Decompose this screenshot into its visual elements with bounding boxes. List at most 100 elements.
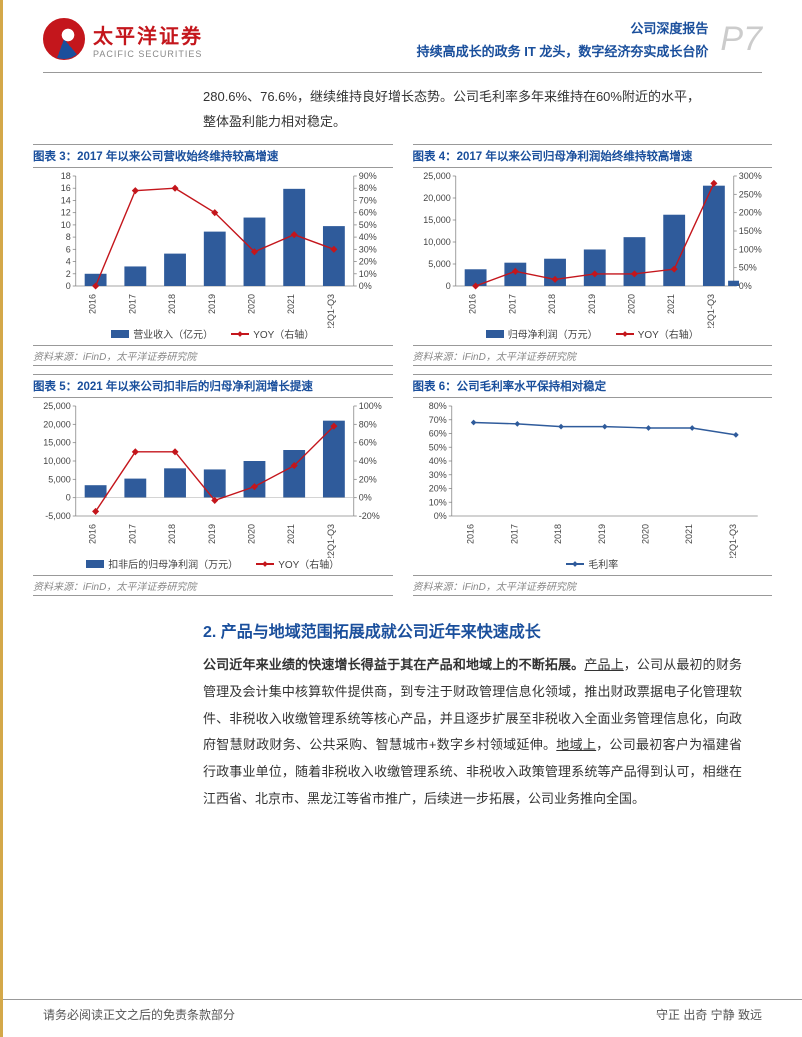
chart-3-svg: 0246810121416180%10%20%30%40%50%60%70%80… [33, 168, 393, 328]
s2-u2: 地域上 [556, 737, 596, 752]
svg-text:2016: 2016 [88, 524, 98, 544]
chart-3-legend: 营业收入（亿元） YOY（右轴） [33, 326, 393, 341]
svg-text:10%: 10% [359, 269, 377, 279]
svg-text:2019: 2019 [207, 294, 217, 314]
svg-text:5,000: 5,000 [428, 259, 451, 269]
svg-text:40%: 40% [359, 456, 377, 466]
svg-text:10,000: 10,000 [423, 237, 451, 247]
intro-paragraph: 280.6%、76.6%，继续维持良好增长态势。公司毛利率多年来维持在60%附近… [3, 85, 802, 134]
svg-text:12: 12 [61, 208, 71, 218]
footer-left: 请务必阅读正文之后的免责条款部分 [43, 1006, 235, 1023]
svg-text:0: 0 [445, 281, 450, 291]
svg-text:50%: 50% [359, 220, 377, 230]
chart3-legend-bar: 营业收入（亿元） [133, 326, 213, 341]
svg-text:2020: 2020 [626, 294, 636, 314]
svg-text:2018: 2018 [547, 294, 557, 314]
svg-text:200%: 200% [738, 208, 761, 218]
section-2-body: 公司近年来业绩的快速增长得益于其在产品和地域上的不断拓展。产品上，公司从最初的财… [3, 652, 802, 812]
svg-text:2020: 2020 [246, 294, 256, 314]
svg-text:2016: 2016 [467, 294, 477, 314]
svg-text:-20%: -20% [359, 511, 380, 521]
svg-text:0%: 0% [738, 281, 751, 291]
chart-4-legend: 归母净利润（万元） YOY（右轴） [413, 326, 773, 341]
svg-text:20,000: 20,000 [423, 193, 451, 203]
svg-text:2: 2 [66, 269, 71, 279]
chart5-legend-bar: 扣非后的归母净利润（万元） [108, 556, 238, 571]
chart-6-svg: 0%10%20%30%40%50%60%70%80%20162017201820… [413, 398, 773, 558]
svg-text:40%: 40% [359, 232, 377, 242]
chart3-legend-line: YOY（右轴） [253, 326, 314, 341]
svg-text:0%: 0% [359, 493, 372, 503]
svg-text:2021: 2021 [684, 524, 694, 544]
svg-text:2018: 2018 [553, 524, 563, 544]
svg-text:2020: 2020 [640, 524, 650, 544]
svg-text:0%: 0% [433, 511, 446, 521]
chart-5-svg: -5,00005,00010,00015,00020,00025,000-20%… [33, 398, 393, 558]
doc-subtitle: 持续高成长的政务 IT 龙头，数字经济夯实成长台阶 [417, 44, 709, 59]
chart-6: 图表 6：公司毛利率水平保持相对稳定 0%10%20%30%40%50%60%7… [413, 374, 773, 596]
chart-4-title: 图表 4：2017 年以来公司归母净利润始终维持较高增速 [413, 144, 773, 168]
svg-text:60%: 60% [359, 438, 377, 448]
svg-text:100%: 100% [359, 401, 382, 411]
page-number: P7 [720, 20, 762, 59]
svg-text:2017: 2017 [507, 294, 517, 314]
svg-text:80%: 80% [428, 401, 446, 411]
doc-type: 公司深度报告 [417, 18, 709, 37]
chart-4: 图表 4：2017 年以来公司归母净利润始终维持较高增速 0 5,000 10,00… [413, 144, 773, 366]
svg-text:2022Q1-Q3: 2022Q1-Q3 [705, 294, 715, 328]
chart-6-legend: 毛利率 [413, 556, 773, 571]
chart-4-svg: 05,00010,00015,00020,00025,0000%50%100%1… [413, 168, 773, 328]
svg-text:2021: 2021 [666, 294, 676, 314]
svg-text:2019: 2019 [207, 524, 217, 544]
svg-text:14: 14 [61, 196, 71, 206]
logo-cn: 太平洋证券 [93, 20, 203, 49]
footer-right: 守正 出奇 宁静 致远 [656, 1006, 762, 1023]
svg-text:2022Q1-Q3: 2022Q1-Q3 [727, 524, 737, 558]
svg-text:2017: 2017 [127, 294, 137, 314]
svg-text:2016: 2016 [465, 524, 475, 544]
svg-text:6: 6 [66, 245, 71, 255]
svg-text:8: 8 [66, 232, 71, 242]
svg-text:70%: 70% [428, 415, 446, 425]
svg-text:0: 0 [66, 493, 71, 503]
svg-text:80%: 80% [359, 184, 377, 194]
svg-text:10,000: 10,000 [43, 456, 71, 466]
svg-text:80%: 80% [359, 420, 377, 430]
charts-grid: 图表 3：2017 年以来公司营收始终维持较高增速 02468101214161… [3, 144, 802, 596]
svg-text:2021: 2021 [286, 294, 296, 314]
chart-3: 图表 3：2017 年以来公司营收始终维持较高增速 02468101214161… [33, 144, 393, 366]
chart-4-source: 资料来源：iFinD，太平洋证券研究院 [413, 345, 773, 366]
svg-text:60%: 60% [359, 208, 377, 218]
svg-text:2017: 2017 [127, 524, 137, 544]
svg-text:150%: 150% [738, 226, 761, 236]
svg-text:2022Q1-Q3: 2022Q1-Q3 [326, 294, 336, 328]
header-divider [43, 72, 762, 73]
svg-text:40%: 40% [428, 456, 446, 466]
chart5-legend-line: YOY（右轴） [278, 556, 339, 571]
svg-text:2018: 2018 [167, 524, 177, 544]
svg-text:20%: 20% [428, 484, 446, 494]
section-2-title: 2. 产品与地域范围拓展成就公司近年来快速成长 [3, 596, 802, 652]
s2-lead: 公司近年来业绩的快速增长得益于其在产品和地域上的不断拓展。 [203, 657, 584, 672]
svg-text:2019: 2019 [596, 524, 606, 544]
svg-text:25,000: 25,000 [43, 401, 71, 411]
svg-text:15,000: 15,000 [43, 438, 71, 448]
svg-text:2020: 2020 [246, 524, 256, 544]
page-header: 太平洋证券 PACIFIC SECURITIES 公司深度报告 持续高成长的政务… [3, 0, 802, 68]
svg-text:0%: 0% [359, 281, 372, 291]
svg-text:20,000: 20,000 [43, 420, 71, 430]
svg-text:2022Q1-Q3: 2022Q1-Q3 [326, 524, 336, 558]
svg-text:4: 4 [66, 257, 71, 267]
svg-text:2017: 2017 [509, 524, 519, 544]
svg-text:5,000: 5,000 [48, 475, 71, 485]
svg-text:2021: 2021 [286, 524, 296, 544]
svg-text:100%: 100% [738, 245, 761, 255]
svg-text:50%: 50% [428, 443, 446, 453]
svg-text:30%: 30% [428, 470, 446, 480]
chart-3-title: 图表 3：2017 年以来公司营收始终维持较高增速 [33, 144, 393, 168]
svg-text:16: 16 [61, 184, 71, 194]
chart-5: 图表 5：2021 年以来公司扣非后的归母净利润增长提速 -5,00005,00… [33, 374, 393, 596]
logo-icon [43, 18, 85, 60]
chart-3-source: 资料来源：iFinD，太平洋证券研究院 [33, 345, 393, 366]
svg-text:90%: 90% [359, 171, 377, 181]
